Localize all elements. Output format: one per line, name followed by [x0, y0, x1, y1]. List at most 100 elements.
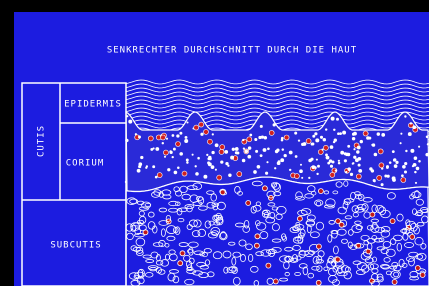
connective-fiber — [342, 131, 346, 135]
connective-fiber — [334, 139, 337, 142]
blood-vessel — [410, 234, 415, 239]
connective-fiber — [186, 159, 189, 162]
blood-vessel — [392, 280, 397, 285]
connective-fiber — [224, 150, 228, 154]
blood-vessel — [199, 122, 204, 127]
connective-fiber — [347, 145, 350, 148]
connective-fiber — [146, 165, 148, 167]
blood-vessel — [316, 244, 321, 249]
blood-vessel — [363, 131, 368, 136]
connective-fiber — [203, 175, 207, 179]
connective-fiber — [197, 157, 200, 160]
connective-fiber — [230, 156, 234, 160]
connective-fiber — [404, 170, 407, 173]
connective-fiber — [137, 169, 141, 173]
blood-vessel — [378, 149, 383, 154]
connective-fiber — [215, 143, 219, 147]
connective-fiber — [327, 162, 330, 165]
connective-fiber — [186, 161, 188, 163]
connective-fiber — [353, 148, 355, 150]
blood-vessel — [294, 174, 299, 179]
connective-fiber — [301, 177, 303, 179]
connective-fiber — [206, 154, 208, 156]
cutis-label: CUTIS — [37, 125, 47, 157]
connective-fiber — [408, 132, 412, 136]
connective-fiber — [387, 175, 390, 178]
connective-fiber — [128, 120, 132, 124]
connective-fiber — [211, 151, 214, 154]
blood-vessel — [207, 139, 212, 144]
connective-fiber — [353, 156, 356, 159]
subcutis-label: SUBCUTIS — [50, 241, 101, 251]
blood-vessel — [204, 129, 209, 134]
connective-fiber — [308, 177, 310, 179]
blood-vessel — [180, 251, 185, 256]
connective-fiber — [257, 165, 261, 169]
connective-fiber — [140, 156, 143, 159]
connective-fiber — [401, 174, 404, 177]
connective-fiber — [220, 160, 223, 163]
blood-vessel — [318, 189, 323, 194]
connective-fiber — [248, 146, 251, 149]
blood-vessel — [176, 142, 181, 147]
connective-fiber — [330, 165, 333, 168]
connective-fiber — [281, 137, 284, 140]
connective-fiber — [413, 163, 417, 167]
page: SENKRECHTER DURCHSCHNITT DURCH DIE HAUT … — [0, 0, 429, 286]
connective-fiber — [195, 165, 197, 167]
blood-vessel — [323, 145, 328, 150]
connective-fiber — [200, 133, 203, 136]
connective-fiber — [267, 147, 270, 150]
connective-fiber — [282, 148, 284, 150]
corium-label: CORIUM — [66, 159, 105, 169]
connective-fiber — [400, 133, 402, 135]
connective-fiber — [167, 168, 170, 171]
connective-fiber — [166, 138, 168, 140]
connective-fiber — [298, 139, 300, 141]
connective-fiber — [179, 132, 182, 135]
blood-vessel — [246, 201, 251, 206]
connective-fiber — [155, 176, 158, 179]
connective-fiber — [321, 149, 323, 151]
blood-vessel — [401, 178, 406, 183]
connective-fiber — [392, 150, 395, 153]
blood-vessel — [335, 257, 340, 262]
connective-fiber — [195, 172, 199, 176]
title: SENKRECHTER DURCHSCHNITT DURCH DIE HAUT — [107, 46, 357, 56]
connective-fiber — [358, 169, 362, 173]
connective-fiber — [153, 147, 155, 149]
connective-fiber — [402, 165, 406, 169]
connective-fiber — [335, 169, 337, 171]
blood-vessel — [217, 175, 222, 180]
connective-fiber — [418, 160, 421, 163]
blood-vessel — [255, 234, 260, 239]
connective-fiber — [215, 169, 217, 171]
connective-fiber — [352, 137, 355, 140]
connective-fiber — [276, 149, 279, 152]
connective-fiber — [404, 162, 407, 165]
connective-fiber — [344, 152, 347, 155]
blood-vessel — [266, 263, 271, 268]
connective-fiber — [260, 125, 263, 128]
connective-fiber — [253, 170, 257, 174]
blood-vessel — [269, 130, 274, 135]
connective-fiber — [179, 152, 183, 156]
connective-fiber — [338, 162, 341, 165]
connective-fiber — [265, 172, 268, 175]
connective-fiber — [138, 162, 142, 166]
connective-fiber — [314, 132, 317, 135]
connective-fiber — [289, 169, 291, 171]
blood-vessel — [163, 150, 168, 155]
blood-vessel — [306, 139, 311, 144]
connective-fiber — [277, 161, 281, 165]
connective-fiber — [225, 162, 228, 165]
connective-fiber — [393, 159, 396, 162]
blood-vessel — [415, 266, 420, 271]
connective-fiber — [308, 159, 312, 163]
connective-fiber — [300, 164, 302, 166]
connective-fiber — [192, 154, 194, 156]
blood-vessel — [273, 279, 278, 284]
connective-fiber — [301, 143, 304, 146]
epidermis-label: EPIDERMIS — [64, 100, 122, 110]
blood-vessel — [356, 174, 361, 179]
